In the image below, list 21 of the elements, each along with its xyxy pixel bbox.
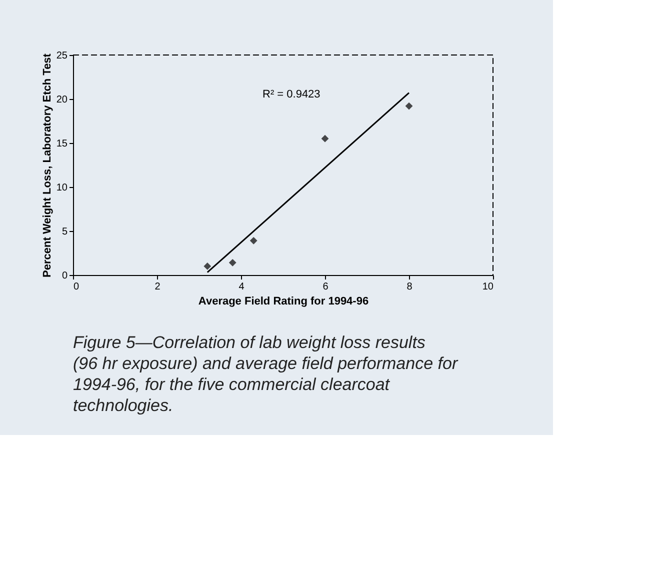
point: [250, 236, 258, 244]
annotation: R² = 0.9423: [262, 88, 320, 101]
y-tick-label: 20: [56, 94, 68, 106]
point: [228, 258, 236, 266]
x-tick-label: 8: [406, 282, 413, 292]
y-tick-label: 25: [56, 50, 68, 62]
y-tick-label: 0: [62, 270, 68, 282]
x-tick-label: 10: [482, 282, 494, 292]
point: [321, 134, 329, 142]
x-tick-label: 6: [322, 282, 329, 292]
y-axis-title: Percent Weight Loss, Laboratory Etch Test: [41, 53, 54, 278]
point: [204, 262, 212, 270]
caption: Figure 5—Correlation of lab weight loss results (96 hr exposure) and average field performance for 1994-96, for the five commercial clearcoat technologies.: [73, 333, 459, 415]
y-tick-label: 10: [56, 182, 68, 194]
x-tick-label: 0: [74, 282, 80, 292]
y-tick-label: 15: [56, 138, 68, 150]
x-tick-label: 4: [238, 282, 245, 292]
y-tick-label: 5: [62, 226, 68, 238]
x-tick-label: 2: [154, 282, 161, 292]
x-axis-title: Average Field Rating for 1994-96: [198, 296, 369, 308]
point: [405, 102, 413, 110]
